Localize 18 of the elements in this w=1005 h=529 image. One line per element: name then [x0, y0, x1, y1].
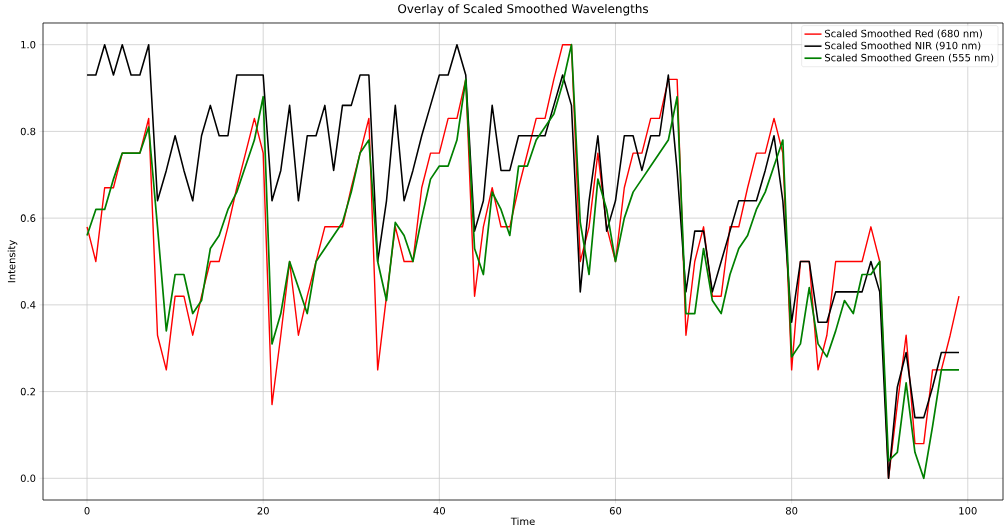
y-tick-label: 0.0: [20, 474, 36, 483]
x-tick-label: 60: [609, 507, 622, 515]
legend-label: Scaled Smoothed Green (555 nm): [825, 53, 994, 63]
x-tick-label: 0: [84, 507, 90, 515]
y-tick-label: 0.8: [20, 127, 36, 136]
y-tick-label: 0.2: [20, 387, 35, 396]
x-tick-label: 20: [257, 507, 269, 515]
x-axis-title: Time: [510, 517, 535, 526]
y-axis-title: Intensity: [7, 240, 18, 283]
x-tick-label: 40: [433, 507, 446, 515]
x-tick-label: 100: [959, 507, 977, 515]
legend-label: Scaled Smoothed NIR (910 nm): [825, 41, 981, 51]
y-tick-label: 0.4: [20, 301, 36, 309]
legend-label: Scaled Smoothed Red (680 nm): [825, 29, 982, 39]
chart-title: Overlay of Scaled Smoothed Wavelengths: [398, 3, 649, 16]
x-tick-label: 80: [785, 507, 798, 515]
y-tick-label: 1.0: [21, 40, 36, 49]
y-tick-label: 0.6: [20, 214, 36, 222]
